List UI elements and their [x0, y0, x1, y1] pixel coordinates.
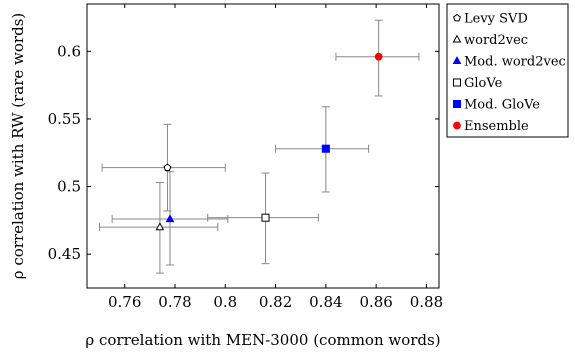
y-tick-label: 0.6: [57, 42, 81, 60]
legend-label-levy-svd: Levy SVD: [464, 12, 528, 27]
legend-box: [446, 3, 569, 138]
point-ensemble: [374, 52, 383, 61]
legend: Levy SVD word2vec Mod. word2vec GloVe Mod. G…: [446, 3, 569, 138]
x-tick-label: 0.82: [259, 293, 292, 311]
point-mod-word2vec: [165, 214, 175, 223]
x-tick-label: 0.76: [108, 293, 141, 311]
legend-label-glove: GloVe: [464, 76, 503, 91]
y-axis-ticks: 0.45 0.5 0.55 0.6: [48, 42, 439, 263]
y-tick-label: 0.45: [48, 245, 81, 263]
y-tick-label: 0.5: [57, 178, 81, 196]
legend-marker-word2vec: [452, 34, 462, 43]
x-tick-label: 0.88: [410, 293, 443, 311]
y-tick-label: 0.55: [48, 110, 81, 128]
plot-frame: [86, 3, 440, 289]
legend-label-mod-word2vec: Mod. word2vec: [464, 55, 566, 70]
y-axis-label: ρ correlation with RW (rare words): [9, 13, 27, 279]
data-points: [155, 52, 383, 231]
x-tick-label: 0.78: [158, 293, 191, 311]
legend-label-mod-glove: Mod. GloVe: [464, 98, 540, 113]
point-word2vec: [155, 222, 165, 231]
point-levy-svd: [163, 163, 172, 171]
legend-marker-mod-word2vec: [452, 56, 462, 65]
x-axis-ticks: 0.76 0.78 0.8 0.82 0.84 0.86 0.88: [108, 4, 443, 311]
error-bars: [99, 19, 420, 274]
point-mod-glove: [321, 144, 330, 153]
x-tick-label: 0.86: [359, 293, 392, 311]
x-tick-label: 0.84: [309, 293, 342, 311]
point-glove: [261, 213, 270, 222]
legend-marker-ensemble: [453, 121, 461, 130]
legend-marker-mod-glove: [452, 99, 462, 109]
legend-marker-glove: [452, 78, 462, 87]
legend-label-word2vec: word2vec: [464, 33, 528, 48]
legend-label-ensemble: Ensemble: [464, 119, 529, 134]
x-tick-label: 0.8: [213, 293, 237, 311]
legend-marker-levy-svd: [453, 13, 461, 22]
x-axis-label: ρ correlation with MEN-3000 (common word…: [85, 331, 440, 349]
